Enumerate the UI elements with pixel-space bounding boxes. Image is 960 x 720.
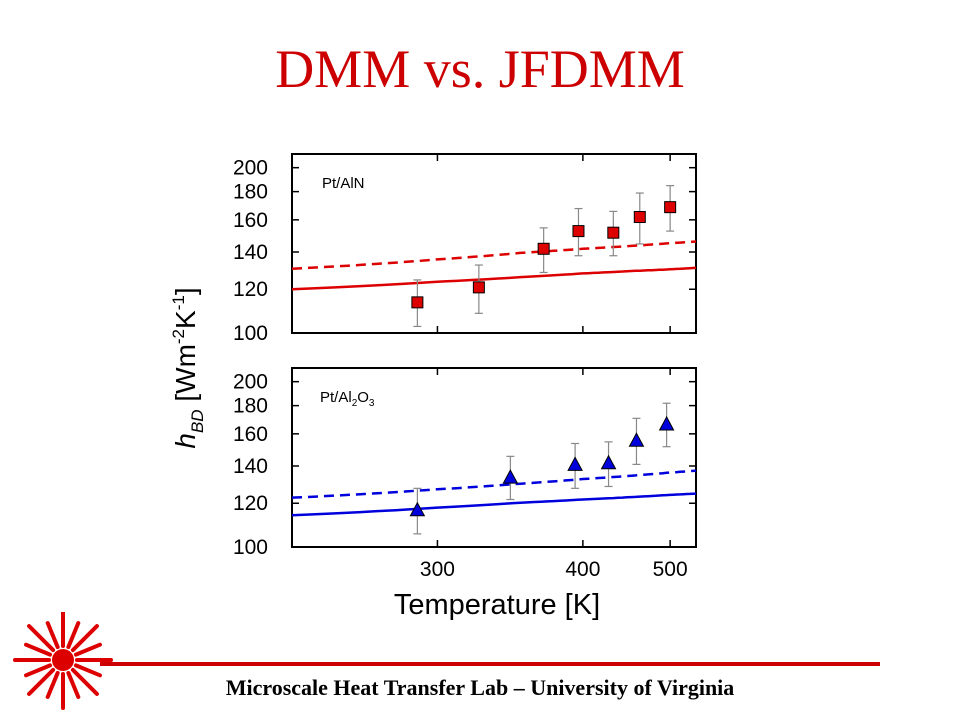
data-point-square <box>664 201 677 214</box>
dmm-solid-curve <box>291 492 697 517</box>
data-point-triangle <box>658 415 675 431</box>
jfdmm-dashed-curve <box>291 469 697 499</box>
x-tick-label: 400 <box>565 558 600 581</box>
y-tick-label: 140 <box>233 241 268 264</box>
y-tick-label: 200 <box>233 371 268 394</box>
slide-title: DMM vs. JFDMM <box>275 39 685 99</box>
panel-label: Pt/AlN <box>322 175 365 192</box>
y-label-h: h <box>170 433 201 449</box>
plot-frame <box>291 153 697 334</box>
y-label-close: ] <box>170 287 201 295</box>
y-tick-label: 120 <box>233 278 268 301</box>
x-tick-label: 500 <box>653 558 688 581</box>
data-point-square <box>572 225 585 238</box>
y-tick-label: 120 <box>233 492 268 515</box>
starburst-logo-icon <box>13 612 113 710</box>
data-point-square <box>537 242 550 255</box>
y-tick-label: 160 <box>233 423 268 446</box>
y-label-sup-neg1: -1 <box>169 295 188 310</box>
y-label-k: K <box>170 310 201 329</box>
data-point-triangle <box>409 501 426 517</box>
y-tick-label: 180 <box>233 181 268 204</box>
y-tick-label: 160 <box>233 209 268 232</box>
data-point-square <box>633 211 646 224</box>
y-tick-label: 200 <box>233 157 268 180</box>
data-point-square <box>472 281 485 294</box>
y-label-sup-neg2: -2 <box>169 329 188 344</box>
footer-text: Microscale Heat Transfer Lab – Universit… <box>225 675 735 700</box>
footer-divider <box>100 662 880 666</box>
jfdmm-dashed-curve <box>291 240 697 271</box>
data-point-triangle <box>502 469 519 484</box>
x-tick-label: 300 <box>420 558 455 581</box>
y-tick-label: 100 <box>233 322 268 345</box>
data-point-square <box>607 226 620 239</box>
dmm-solid-curve <box>291 266 697 291</box>
plot-frame <box>291 367 697 548</box>
y-label-unit: [Wm <box>170 344 201 409</box>
y-axis-label: hBD [Wm-2K-1] <box>169 287 207 448</box>
y-tick-label: 100 <box>233 536 268 559</box>
x-axis-label: Temperature [K] <box>394 589 600 621</box>
data-point-triangle <box>567 456 583 471</box>
data-point-square <box>411 296 424 309</box>
data-point-triangle <box>600 454 617 470</box>
y-label-sub-bd: BD <box>188 409 207 433</box>
y-tick-label: 140 <box>233 455 268 478</box>
y-tick-label: 180 <box>233 395 268 418</box>
data-point-triangle <box>628 432 645 447</box>
panel-label: Pt/Al2O3 <box>320 389 375 409</box>
